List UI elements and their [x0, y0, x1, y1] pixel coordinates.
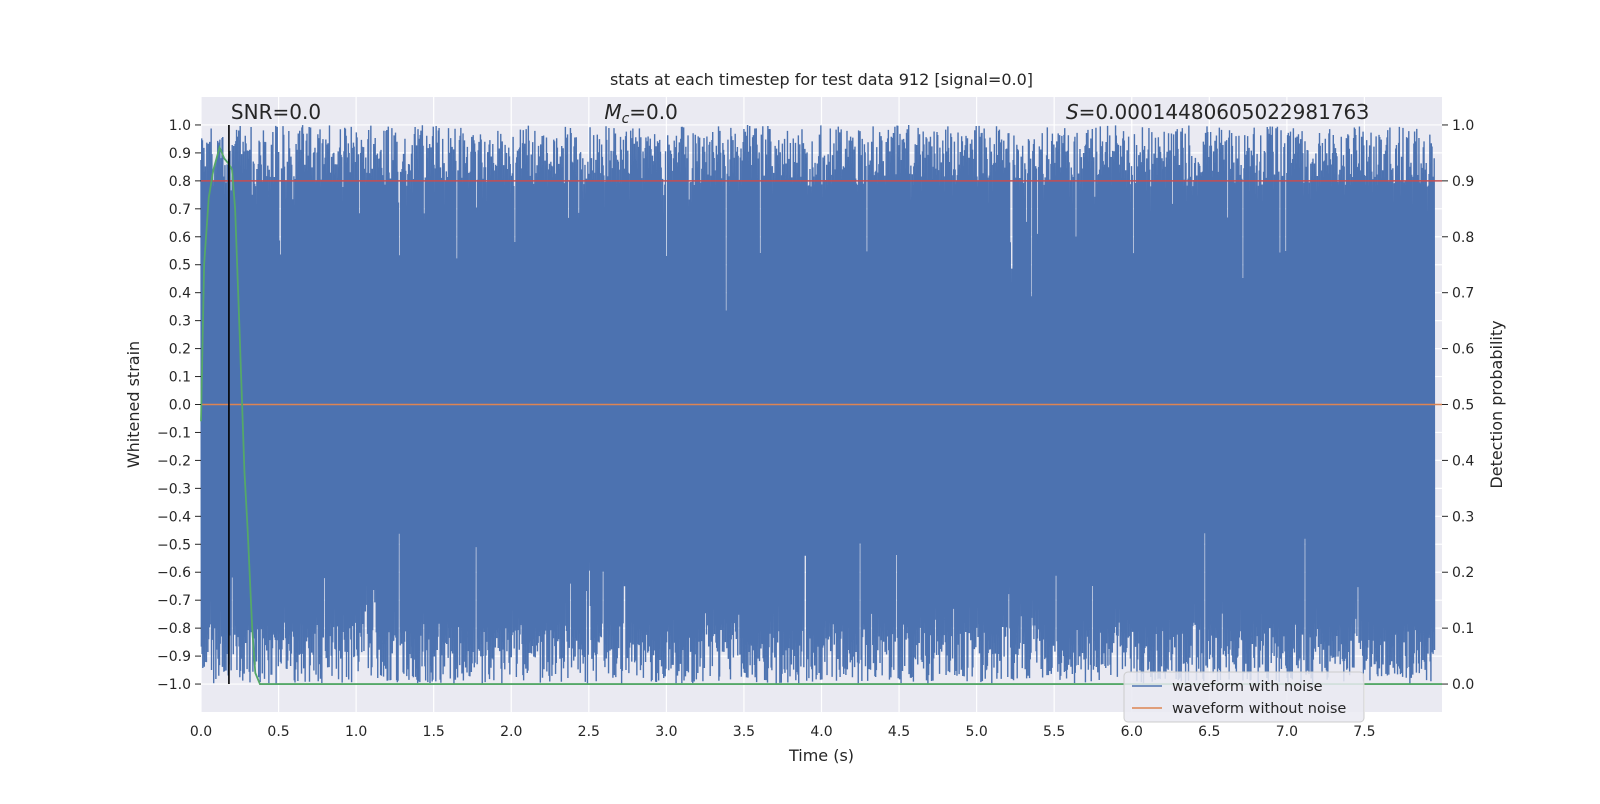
snr-annotation: SNR=0.0 — [231, 100, 321, 124]
x-tick-label: 7.0 — [1276, 724, 1298, 740]
x-tick-label: 5.5 — [1043, 724, 1065, 740]
y2-tick-label: 0.8 — [1452, 230, 1474, 246]
chart-title: stats at each timestep for test data 912… — [610, 70, 1033, 89]
y-tick-label: 0.0 — [169, 398, 191, 414]
y-tick-label: −0.4 — [157, 509, 191, 525]
x-axis-label: Time (s) — [788, 746, 854, 765]
y-tick-label: −0.6 — [157, 565, 191, 581]
y-tick-label: −0.9 — [157, 649, 191, 665]
y-tick-label: 0.4 — [169, 286, 191, 302]
x-tick-label: 6.0 — [1121, 724, 1143, 740]
x-tick-label: 3.0 — [655, 724, 677, 740]
y2-tick-label: 0.0 — [1452, 677, 1474, 693]
y-tick-label: 0.1 — [169, 370, 191, 386]
y-tick-label: 0.5 — [169, 258, 191, 274]
detection-probability-line — [200, 144, 1442, 685]
x-tick-label: 3.5 — [733, 724, 755, 740]
y2-tick-label: 0.1 — [1452, 621, 1474, 637]
x-tick-label: 2.0 — [500, 724, 522, 740]
y-tick-label: 0.9 — [169, 146, 191, 162]
x-tick-label: 4.0 — [810, 724, 832, 740]
y2-tick-label: 0.7 — [1452, 286, 1474, 302]
y2-tick-label: 0.4 — [1452, 453, 1474, 469]
legend-entry: waveform with noise — [1172, 679, 1323, 695]
y2-tick-label: 0.6 — [1452, 342, 1474, 358]
y2-axis-label: Detection probability — [1487, 320, 1506, 488]
annotations: SNR=0.0 Mc=0.0 S=0.0001448060502298176З — [231, 100, 1369, 127]
y-tick-label: −0.5 — [157, 537, 191, 553]
y2-tick-label: 0.2 — [1452, 565, 1474, 581]
y-tick-label: −0.3 — [157, 481, 191, 497]
legend-entry: waveform without noise — [1172, 701, 1346, 717]
x-tick-label: 0.5 — [267, 724, 289, 740]
x-tick-label: 4.5 — [888, 724, 910, 740]
y-tick-label: −1.0 — [157, 677, 191, 693]
x-tick-label: 2.5 — [578, 724, 600, 740]
y2-tick-label: 0.3 — [1452, 509, 1474, 525]
y-tick-label: −0.8 — [157, 621, 191, 637]
y-axis-label: Whitened strain — [124, 341, 143, 468]
y-tick-label: 0.6 — [169, 230, 191, 246]
legend-box — [1123, 671, 1365, 723]
y-tick-label: 1.0 — [169, 118, 191, 134]
y-tick-label: 0.8 — [169, 174, 191, 190]
s-annotation: S=0.0001448060502298176З — [1066, 100, 1369, 124]
legend: waveform with noise waveform without nois… — [1123, 671, 1365, 723]
y-tick-label: −0.1 — [157, 425, 191, 441]
x-tick-label: 0.0 — [190, 724, 212, 740]
x-tick-label: 6.5 — [1198, 724, 1220, 740]
series-lines — [200, 124, 1442, 685]
y2-tick-label: 0.5 — [1452, 398, 1474, 414]
y-tick-label: −0.2 — [157, 453, 191, 469]
axes: 0.0 0.5 1.0 1.5 2.0 2.5 3.0 3.5 4.0 4.5 5.0 5.5 6.0 6… — [157, 118, 1474, 740]
y-tick-label: 0.7 — [169, 202, 191, 218]
y-tick-label: −0.7 — [157, 593, 191, 609]
x-tick-label: 7.5 — [1353, 724, 1375, 740]
y-tick-label: 0.2 — [169, 342, 191, 358]
chirp-mass-annotation: Mc=0.0 — [604, 100, 678, 127]
x-tick-label: 1.5 — [423, 724, 445, 740]
y2-tick-label: 0.9 — [1452, 174, 1474, 190]
x-tick-label: 5.0 — [965, 724, 987, 740]
x-tick-label: 1.0 — [345, 724, 367, 740]
y-tick-label: 0.3 — [169, 314, 191, 330]
y2-tick-label: 1.0 — [1452, 118, 1474, 134]
